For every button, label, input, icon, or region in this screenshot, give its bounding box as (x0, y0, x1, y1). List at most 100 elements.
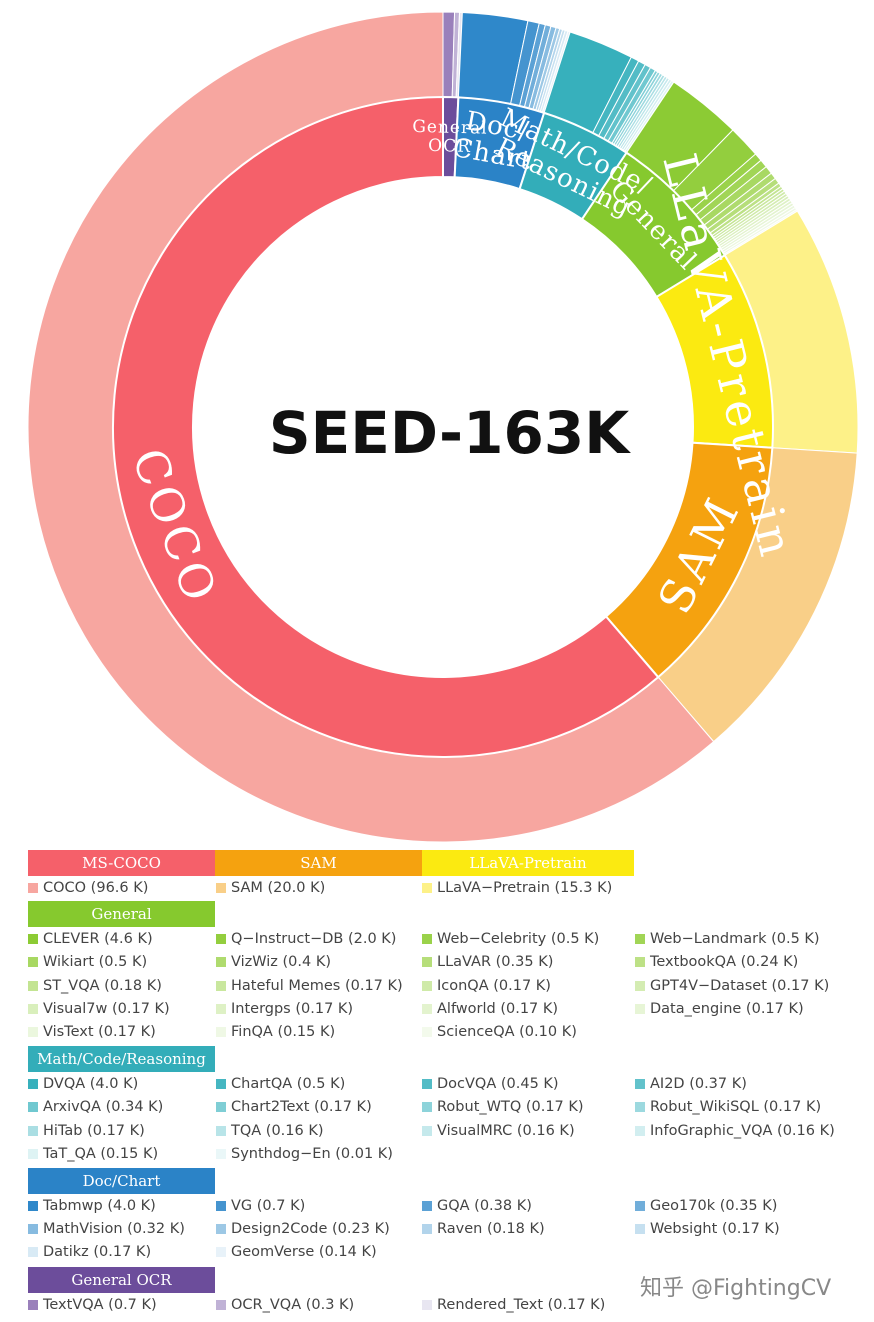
legend-item-dvqa: DVQA (4.0 K) (28, 1073, 138, 1095)
legend-swatch (216, 1125, 226, 1136)
legend-swatch (635, 934, 645, 945)
legend-swatch (28, 1148, 38, 1159)
legend-item-tqa: TQA (0.16 K) (216, 1120, 324, 1142)
legend-swatch (216, 1201, 226, 1211)
legend-item-websight: Websight (0.17 K) (635, 1218, 780, 1240)
legend-item-st-vqa: ST_VQA (0.18 K) (28, 975, 162, 997)
legend-label: Visual7w (0.17 K) (43, 1000, 170, 1017)
legend-item-arxivqa: ArxivQA (0.34 K) (28, 1096, 163, 1118)
legend-item-vizwiz: VizWiz (0.4 K) (216, 951, 331, 973)
legend-swatch (635, 1003, 645, 1014)
legend-label: ScienceQA (0.10 K) (437, 1024, 577, 1040)
chart-title: SEED-163K (269, 399, 631, 467)
legend-label: VG (0.7 K) (231, 1198, 306, 1214)
legend-header-llava-pretrain: LLaVA-Pretrain (422, 850, 634, 876)
legend-label: Raven (0.18 K) (437, 1221, 545, 1238)
legend-item-robut-wtq: Robut_WTQ (0.17 K) (422, 1096, 584, 1118)
legend-label: CLEVER (4.6 K) (43, 931, 153, 948)
legend-item-llavar: LLaVAR (0.35 K) (422, 951, 553, 973)
legend-swatch (28, 883, 38, 893)
legend-item-clever: CLEVER (4.6 K) (28, 928, 153, 950)
legend-swatch (216, 1299, 226, 1310)
legend-label: Synthdog−En (0.01 K) (231, 1145, 393, 1162)
legend-swatch (28, 1079, 38, 1090)
legend-swatch (28, 1224, 38, 1235)
legend-item-tat-qa: TaT_QA (0.15 K) (28, 1143, 158, 1165)
legend-item-vg: VG (0.7 K) (216, 1195, 305, 1217)
legend-item-wikiart: Wikiart (0.5 K) (28, 951, 147, 973)
legend-header-math-code-reasoning: Math/Code/Reasoning (28, 1046, 215, 1073)
legend-swatch (28, 1027, 38, 1037)
legend-swatch (422, 1201, 432, 1211)
legend-label: LLaVAR (0.35 K) (437, 954, 554, 971)
legend-item-tabmwp: Tabmwp (4.0 K) (28, 1195, 156, 1217)
legend-label: FinQA (0.15 K) (231, 1024, 336, 1040)
watermark: 知乎 @FightingCV (640, 1276, 832, 1301)
legend-item-mathvision: MathVision (0.32 K) (28, 1218, 185, 1240)
legend-item-geo170k: Geo170k (0.35 K) (635, 1195, 777, 1217)
legend-label: TextVQA (0.7 K) (43, 1296, 157, 1313)
legend-swatch (422, 1102, 432, 1113)
legend-swatch (216, 1224, 226, 1235)
legend-item-alfworld: Alfworld (0.17 K) (422, 998, 558, 1020)
legend-item-ai2d: AI2D (0.37 K) (635, 1073, 747, 1095)
legend-swatch (28, 957, 38, 968)
legend-swatch (422, 1079, 432, 1090)
legend-item-q-instruct-db: Q−Instruct−DB (2.0 K) (216, 928, 396, 950)
legend-swatch (28, 1102, 38, 1113)
ring-label-general-ocr: GeneralOCR (412, 116, 488, 156)
legend-item-hitab: HiTab (0.17 K) (28, 1120, 145, 1142)
legend-item-chart2text: Chart2Text (0.17 K) (216, 1096, 372, 1118)
legend-item-synthdog-en: Synthdog−En (0.01 K) (216, 1143, 393, 1165)
legend-label: ST_VQA (0.18 K) (43, 977, 162, 994)
legend-label: Websight (0.17 K) (650, 1221, 780, 1238)
legend-label: Q−Instruct−DB (2.0 K) (231, 931, 397, 948)
legend-swatch (635, 1079, 645, 1090)
legend-swatch (422, 1027, 432, 1037)
legend-item-raven: Raven (0.18 K) (422, 1218, 545, 1240)
legend-swatch (422, 1003, 432, 1014)
legend-item-intergps: Intergps (0.17 K) (216, 998, 353, 1020)
legend-swatch (216, 934, 226, 945)
legend-swatch (28, 1247, 38, 1258)
legend-item-textbookqa: TextbookQA (0.24 K) (635, 951, 798, 973)
legend-label: Web−Celebrity (0.5 K) (437, 931, 600, 948)
legend-label: DocVQA (0.45 K) (437, 1076, 559, 1093)
legend-item-chartqa: ChartQA (0.5 K) (216, 1073, 345, 1095)
legend-label: Datikz (0.17 K) (43, 1244, 152, 1261)
legend-swatch (635, 1125, 645, 1136)
legend-swatch (28, 980, 38, 991)
legend-label: Wikiart (0.5 K) (43, 954, 148, 971)
legend-label: Tabmwp (4.0 K) (43, 1198, 156, 1214)
legend-item-rendered-text: Rendered_Text (0.17 K) (422, 1294, 605, 1316)
legend-label: OCR_VQA (0.3 K) (231, 1296, 355, 1313)
sunburst-chart: GeneralOCRDoc/ChartMath/Code/ReasoningGe… (27, 11, 859, 843)
legend-label: LLaVA−Pretrain (15.3 K) (437, 880, 613, 896)
legend-swatch (422, 883, 432, 893)
legend-swatch (216, 1247, 226, 1258)
legend-swatch (635, 1201, 645, 1211)
legend-swatch (216, 1148, 226, 1159)
legend-label: SAM (20.0 K) (231, 880, 326, 896)
legend-label: ChartQA (0.5 K) (231, 1076, 346, 1093)
legend-label: Geo170k (0.35 K) (650, 1198, 778, 1214)
legend-item-llava-pretrain: LLaVA−Pretrain (15.3 K) (422, 877, 612, 899)
legend-swatch (216, 1079, 226, 1090)
legend-label: Hateful Memes (0.17 K) (231, 977, 403, 994)
legend-label: GQA (0.38 K) (437, 1198, 532, 1214)
legend-swatch (422, 957, 432, 968)
outer-ring (27, 11, 859, 843)
legend-label: MathVision (0.32 K) (43, 1221, 185, 1238)
legend-item-design2code: Design2Code (0.23 K) (216, 1218, 390, 1240)
legend-item-web-celebrity: Web−Celebrity (0.5 K) (422, 928, 599, 950)
legend-item-finqa: FinQA (0.15 K) (216, 1021, 335, 1043)
legend-item-textvqa: TextVQA (0.7 K) (28, 1294, 157, 1316)
legend-item-ocr-vqa: OCR_VQA (0.3 K) (216, 1294, 354, 1316)
legend-item-hateful-memes: Hateful Memes (0.17 K) (216, 975, 403, 997)
legend-label: HiTab (0.17 K) (43, 1122, 145, 1139)
legend-swatch (28, 1003, 38, 1014)
legend-swatch (422, 1125, 432, 1136)
legend-label: InfoGraphic_VQA (0.16 K) (650, 1122, 835, 1139)
legend-item-datikz: Datikz (0.17 K) (28, 1241, 151, 1263)
